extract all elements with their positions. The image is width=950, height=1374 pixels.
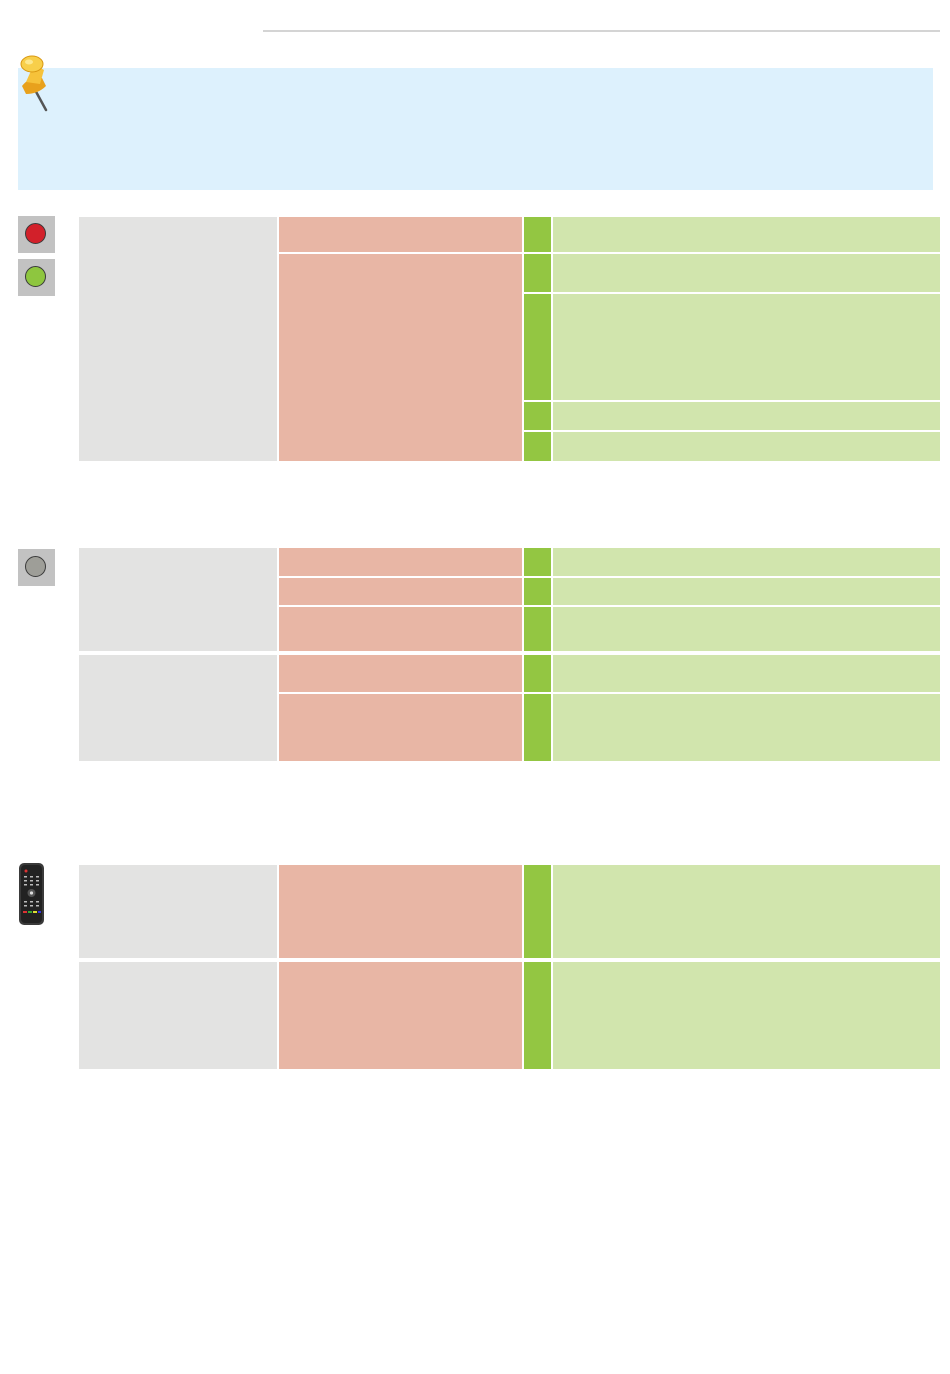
table2-category-cell <box>79 655 277 761</box>
table3-description-text-2 <box>553 962 940 970</box>
table2-marker-cell <box>524 578 551 605</box>
table1-category-cell <box>79 217 277 461</box>
table1-marker-cell <box>524 254 551 292</box>
note-text <box>68 82 923 90</box>
table1-status-cell <box>279 217 522 252</box>
table3-description-cell <box>553 865 940 958</box>
table1-description-cell <box>553 254 940 292</box>
table1-description-cell <box>553 402 940 430</box>
table2-category-text-1 <box>79 548 277 556</box>
table2-marker-cell <box>524 655 551 692</box>
table3-category-text-2 <box>79 962 277 970</box>
table2-marker-cell <box>524 607 551 651</box>
red-led-icon <box>18 216 55 253</box>
table2-status-text-4 <box>279 655 522 663</box>
table1-marker-cell <box>524 217 551 252</box>
table3-status-text-1 <box>279 865 522 873</box>
table1-status-cell <box>279 254 522 461</box>
note-box <box>18 68 933 190</box>
table2-status-cell <box>279 548 522 576</box>
table1-description-cell <box>553 217 940 252</box>
table3-category-cell <box>79 962 277 1069</box>
table3-status-text-2 <box>279 962 522 970</box>
remote-control-icon <box>18 862 45 926</box>
table1-category-text <box>79 217 277 225</box>
table2-status-cell <box>279 694 522 761</box>
table2-status-cell <box>279 655 522 692</box>
table3-marker-cell <box>524 865 551 958</box>
table2-description-text-3 <box>553 607 940 615</box>
green-led-icon <box>18 259 55 296</box>
table2-marker-cell <box>524 548 551 576</box>
gray-led-icon <box>18 549 55 586</box>
table3-marker-cell <box>524 962 551 1069</box>
table3-status-cell <box>279 962 522 1069</box>
table2-status-text-1 <box>279 548 522 556</box>
table1-status-text-2 <box>279 254 522 262</box>
table3-category-cell <box>79 865 277 958</box>
table2-description-text-2 <box>553 578 940 586</box>
table2-description-cell <box>553 578 940 605</box>
table1-description-text-2 <box>553 254 940 262</box>
table2-description-text-5 <box>553 694 940 702</box>
table1-description-cell <box>553 294 940 400</box>
table1-description-text-5 <box>553 432 940 440</box>
table1-marker-cell <box>524 432 551 461</box>
table1-marker-cell <box>524 294 551 400</box>
table1-status-text-1 <box>279 217 522 225</box>
table2-category-cell <box>79 548 277 651</box>
table2-description-cell <box>553 548 940 576</box>
header-rule <box>263 30 940 32</box>
table1-description-text-4 <box>553 402 940 410</box>
table2-description-cell <box>553 607 940 651</box>
table2-description-cell <box>553 655 940 692</box>
table2-status-text-3 <box>279 607 522 615</box>
table2-status-text-5 <box>279 694 522 702</box>
table2-marker-cell <box>524 694 551 761</box>
table1-description-cell <box>553 432 940 461</box>
table1-description-text-3 <box>553 294 940 302</box>
table3-description-cell <box>553 962 940 1069</box>
table3-category-text-1 <box>79 865 277 873</box>
table2-status-cell <box>279 578 522 605</box>
table2-description-text-4 <box>553 655 940 663</box>
table2-category-text-2 <box>79 655 277 663</box>
table3-description-text-1 <box>553 865 940 873</box>
table1-marker-cell <box>524 402 551 430</box>
table2-description-cell <box>553 694 940 761</box>
table3-status-cell <box>279 865 522 958</box>
table1-description-text-1 <box>553 217 940 225</box>
table2-description-text-1 <box>553 548 940 556</box>
table2-status-cell <box>279 607 522 651</box>
table2-status-text-2 <box>279 578 522 586</box>
pushpin-icon <box>8 52 60 114</box>
